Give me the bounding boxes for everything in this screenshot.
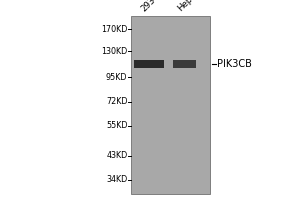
Text: 95KD: 95KD — [106, 72, 128, 82]
Text: 72KD: 72KD — [106, 98, 128, 106]
Text: 170KD: 170KD — [101, 24, 128, 33]
Bar — [173, 60, 196, 68]
Text: 55KD: 55KD — [106, 121, 128, 130]
Bar — [130, 16, 210, 194]
Bar — [134, 60, 164, 68]
Text: 293: 293 — [140, 0, 158, 13]
Text: 43KD: 43KD — [106, 152, 127, 160]
Text: PIK3CB: PIK3CB — [218, 59, 252, 69]
Text: 130KD: 130KD — [101, 46, 128, 55]
Text: 34KD: 34KD — [106, 176, 127, 184]
Text: HepG2: HepG2 — [176, 0, 203, 13]
